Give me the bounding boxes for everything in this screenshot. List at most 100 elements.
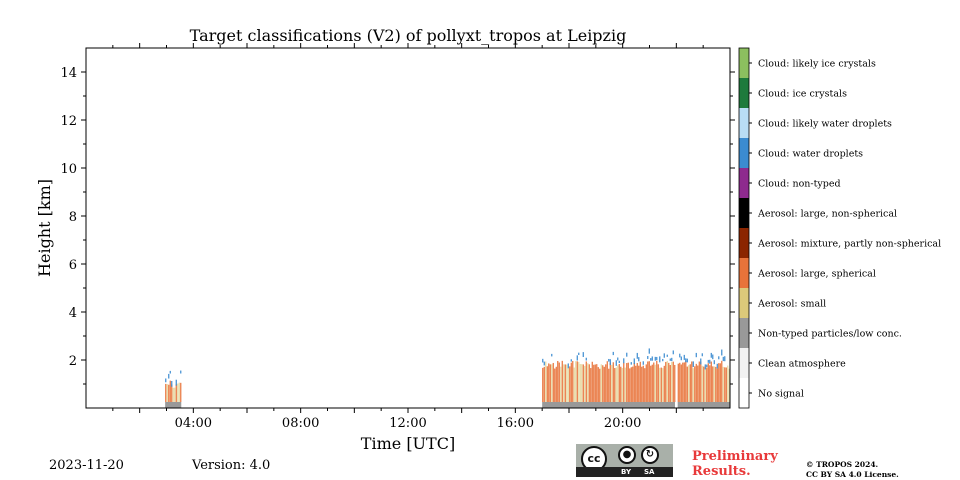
segment-column bbox=[546, 366, 548, 402]
segment-column bbox=[671, 361, 673, 402]
cloud-speck bbox=[638, 357, 640, 362]
segment-column bbox=[560, 366, 562, 402]
segment-column bbox=[605, 364, 607, 402]
segment-column bbox=[555, 366, 557, 402]
segment-column bbox=[165, 383, 167, 402]
segment-column bbox=[569, 366, 571, 402]
colorbar-swatch bbox=[739, 48, 749, 78]
segment-column bbox=[566, 364, 568, 402]
cloud-speck bbox=[659, 356, 661, 363]
preliminary-line2: Results. bbox=[692, 464, 751, 479]
segment-column bbox=[728, 368, 730, 402]
cloud-speck bbox=[570, 359, 572, 362]
segment-column bbox=[617, 365, 619, 402]
segment-column bbox=[713, 366, 715, 402]
segment-column bbox=[611, 364, 613, 402]
segment-column bbox=[623, 362, 625, 402]
segment-column bbox=[656, 360, 658, 402]
cloud-speck bbox=[626, 352, 628, 357]
segment-column bbox=[180, 382, 182, 402]
segment-column bbox=[548, 363, 550, 402]
colorbar-swatch bbox=[739, 108, 749, 138]
y-tick-label: 2 bbox=[69, 354, 77, 369]
segment-column bbox=[594, 364, 596, 402]
segment-column bbox=[557, 360, 559, 402]
segment-column bbox=[629, 368, 631, 402]
segment-column bbox=[543, 366, 545, 402]
cloud-speck bbox=[650, 358, 652, 361]
y-tick-label: 14 bbox=[60, 66, 77, 81]
cloud-speck bbox=[180, 370, 182, 374]
segment-column bbox=[172, 387, 174, 402]
colorbar-swatch bbox=[739, 258, 749, 288]
cc-license-badge: cc ● ↻ BY SA bbox=[576, 444, 673, 477]
license-notice: © TROPOS 2024. CC BY SA 4.0 License. bbox=[806, 460, 899, 480]
colorbar-swatch bbox=[739, 198, 749, 228]
cloud-speck bbox=[578, 352, 580, 355]
sa-label: SA bbox=[644, 468, 655, 476]
cloud-speck bbox=[704, 364, 706, 370]
segment-column bbox=[672, 361, 674, 402]
segment-column bbox=[722, 366, 724, 402]
segment-column bbox=[666, 360, 668, 402]
segment-column bbox=[697, 365, 699, 402]
segment-column bbox=[701, 365, 703, 402]
colorbar-label: Aerosol: small bbox=[757, 299, 826, 310]
colorbar-label: Clean atmosphere bbox=[758, 359, 846, 370]
segment-column bbox=[725, 367, 727, 402]
segment-column bbox=[712, 366, 714, 402]
segment-column bbox=[590, 368, 592, 402]
preliminary-notice: Preliminary Results. bbox=[692, 449, 778, 479]
segment-column bbox=[721, 360, 723, 402]
colorbar-swatch bbox=[739, 168, 749, 198]
colorbar-swatch bbox=[739, 138, 749, 168]
segment-column bbox=[549, 364, 551, 402]
segment-column bbox=[558, 362, 560, 402]
segment-column bbox=[169, 380, 171, 402]
segment-column bbox=[618, 364, 620, 402]
segment-column bbox=[698, 361, 700, 402]
segment-column bbox=[659, 367, 661, 402]
y-tick-label: 6 bbox=[69, 258, 77, 273]
x-tick-label: 08:00 bbox=[282, 416, 319, 431]
segment-column bbox=[614, 368, 616, 402]
segment-column bbox=[651, 364, 653, 402]
segment-column bbox=[578, 361, 580, 402]
segment-column bbox=[175, 384, 177, 402]
segment-column bbox=[581, 364, 583, 402]
segment-column bbox=[606, 361, 608, 402]
colorbar-frame bbox=[738, 47, 750, 409]
cloud-speck bbox=[612, 351, 614, 356]
cloud-speck bbox=[642, 361, 644, 365]
cloud-speck bbox=[713, 360, 715, 365]
segment-column bbox=[662, 368, 664, 402]
colorbar-label: Aerosol: large, spherical bbox=[757, 269, 876, 280]
segment-column bbox=[715, 366, 717, 402]
segment-column bbox=[572, 360, 574, 402]
copyright-line2: CC BY SA 4.0 License. bbox=[806, 470, 899, 479]
colorbar-label: Aerosol: large, non-spherical bbox=[757, 209, 897, 220]
segment-column bbox=[686, 366, 688, 402]
by-label: BY bbox=[621, 468, 632, 476]
cloud-speck bbox=[615, 360, 617, 366]
cloud-speck bbox=[647, 356, 649, 359]
segment-column bbox=[588, 364, 590, 402]
segment-column bbox=[554, 368, 556, 402]
segment-base-layer bbox=[677, 402, 730, 408]
segment-column bbox=[174, 387, 176, 402]
segment-column bbox=[596, 364, 598, 402]
segment-column bbox=[542, 367, 544, 402]
segment-column bbox=[669, 365, 671, 402]
colorbar-label: Cloud: likely ice crystals bbox=[758, 59, 876, 70]
segment-column bbox=[707, 363, 709, 402]
segment-column bbox=[691, 361, 693, 402]
by-person-icon: ● bbox=[618, 446, 636, 464]
segment-column bbox=[600, 364, 602, 402]
segment-column bbox=[724, 367, 726, 402]
segment-column bbox=[171, 384, 173, 402]
segment-column bbox=[682, 362, 684, 402]
axes: 04:00 08:00 12:00 16:00 20:00 2 4 6 8 10 12 14 bbox=[60, 43, 735, 431]
segment-column bbox=[624, 367, 626, 402]
segment-column bbox=[689, 364, 691, 402]
segment-column bbox=[561, 360, 563, 402]
